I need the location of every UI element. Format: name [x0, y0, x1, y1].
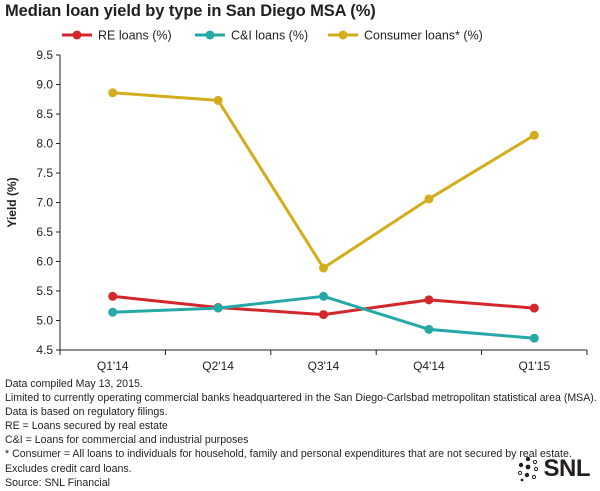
- note-line: Excludes credit card loans.: [5, 462, 132, 475]
- snl-dots-logo-icon: [517, 456, 538, 482]
- legend: RE loans (%) C&I loans (%) Consumer loans*…: [62, 29, 483, 43]
- y-tick-label: 6.5: [36, 225, 53, 239]
- legend-swatch-marker: [205, 30, 215, 40]
- note-line: C&I = Loans for commercial and industria…: [5, 434, 249, 447]
- snl-logo: SNL: [515, 455, 591, 483]
- y-tick-label: 5.5: [36, 284, 53, 298]
- legend-item: Consumer loans* (%): [328, 29, 483, 43]
- data-point: [108, 88, 118, 98]
- x-tick-label: Q1'14: [97, 359, 129, 373]
- data-point: [319, 291, 328, 301]
- note-line: Data is based on regulatory filings.: [5, 406, 168, 419]
- series-line: [111, 91, 536, 270]
- y-tick-label: 9.5: [36, 48, 53, 62]
- data-point: [108, 291, 118, 301]
- chart-title: Median loan yield by type in San Diego M…: [5, 2, 376, 20]
- legend-item: RE loans (%): [62, 29, 172, 43]
- y-tick-label: 7.0: [36, 196, 53, 210]
- data-point: [529, 303, 539, 313]
- data-point: [319, 263, 328, 273]
- legend-swatch-marker: [338, 30, 348, 40]
- legend-swatch-marker: [72, 30, 82, 40]
- note-line: Limited to currently operating commercia…: [5, 392, 597, 405]
- data-point: [213, 95, 223, 105]
- x-tick-label: Q2'14: [202, 359, 234, 373]
- legend-label: Consumer loans* (%): [364, 29, 483, 43]
- y-tick-label: 5.0: [36, 314, 53, 328]
- data-point: [529, 130, 539, 140]
- data-point: [213, 303, 223, 313]
- data-point: [424, 324, 434, 334]
- y-tick-label: 4.5: [36, 343, 53, 357]
- x-tick-label: Q3'14: [308, 359, 340, 373]
- y-tick-label: 8.5: [36, 107, 53, 121]
- legend-item: C&I loans (%): [195, 29, 308, 43]
- line-chart: RE loans (%) C&I loans (%) Consumer loans*…: [5, 29, 588, 373]
- logo-text: SNL: [543, 455, 591, 482]
- note-line: Data compiled May 13, 2015.: [5, 378, 143, 390]
- chart-notes: Data compiled May 13, 2015. Limited to c…: [5, 377, 597, 490]
- x-tick-label: Q4'14: [413, 359, 445, 373]
- y-tick-label: 8.0: [36, 137, 53, 151]
- note-line: RE = Loans secured by real estate: [5, 420, 168, 433]
- series-group: [108, 88, 539, 343]
- legend-label: C&I loans (%): [231, 29, 308, 43]
- data-point: [529, 333, 539, 343]
- note-line: * Consumer = All loans to individuals fo…: [5, 448, 572, 461]
- data-point: [424, 295, 434, 305]
- data-point: [319, 310, 328, 320]
- legend-label: RE loans (%): [98, 29, 172, 43]
- axes: 4.5 5.0 5.5 6.0 6.5 7.0 7.5 8.0 8.5 9.0 9.5 Q1'14 Q2…: [5, 48, 588, 373]
- y-axis-label: Yield (%): [5, 177, 19, 227]
- y-tick-label: 7.5: [36, 166, 53, 180]
- x-tick-label: Q1'15: [518, 359, 550, 373]
- y-tick-label: 6.0: [36, 255, 53, 269]
- data-point: [108, 307, 118, 317]
- y-tick-label: 9.0: [36, 78, 53, 92]
- note-line: Source: SNL Financial: [5, 476, 111, 489]
- data-point: [424, 194, 434, 204]
